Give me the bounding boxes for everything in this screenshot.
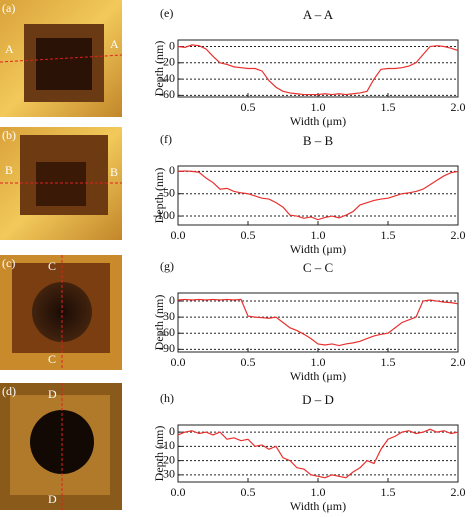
panel-label: (h) <box>160 391 174 405</box>
section-marker: B <box>110 165 118 179</box>
pit-floor <box>36 162 86 206</box>
x-tick-label: 0.5 <box>241 228 256 242</box>
section-marker: A <box>110 37 119 51</box>
y-tick-label: 0 <box>169 163 175 177</box>
x-tick-label: 1.0 <box>311 100 326 114</box>
x-tick-label: 0.5 <box>241 355 256 369</box>
y-tick-label: -20 <box>159 55 175 69</box>
section-marker: D <box>48 492 57 506</box>
x-tick-label: 0.0 <box>171 485 186 499</box>
chart-title: D – D <box>302 392 334 407</box>
panel-label: (e) <box>160 6 173 20</box>
profile-line <box>177 44 459 96</box>
x-tick-label: 1.0 <box>311 228 326 242</box>
x-tick-label: 1.5 <box>381 228 396 242</box>
panel-label: (g) <box>160 259 174 273</box>
x-axis-label: Width (μm) <box>290 242 346 256</box>
x-tick-label: 1.0 <box>311 355 326 369</box>
y-axis-label: Depth (nm) <box>152 426 166 482</box>
y-tick-label: -30 <box>159 309 175 323</box>
plot-frame <box>177 39 459 98</box>
x-tick-label: 2.0 <box>451 228 466 242</box>
y-tick-label: -100 <box>153 208 175 222</box>
panel-label: (d) <box>2 384 16 398</box>
panel-label: (f) <box>160 132 172 146</box>
panel-label: (c) <box>2 256 15 270</box>
chart-title: A – A <box>303 7 334 22</box>
x-tick-label: 2.0 <box>451 100 466 114</box>
profile-line <box>177 170 459 221</box>
x-axis-label: Width (μm) <box>290 369 346 383</box>
y-axis-label: Depth (nm) <box>152 41 166 97</box>
section-marker: C <box>48 352 56 366</box>
x-tick-label: 1.5 <box>381 100 396 114</box>
chart-title: C – C <box>303 260 333 275</box>
y-tick-label: 0 <box>169 424 175 438</box>
y-tick-label: -20 <box>159 452 175 466</box>
section-marker: A <box>5 42 14 56</box>
x-tick-label: 1.0 <box>311 485 326 499</box>
afm-images <box>0 0 123 510</box>
y-tick-label: 0 <box>169 293 175 307</box>
x-tick-label: 0.5 <box>241 100 256 114</box>
x-tick-label: 0.5 <box>241 485 256 499</box>
x-axis-label: Width (μm) <box>290 114 346 128</box>
profile-line <box>177 428 459 479</box>
pit-floor <box>30 410 94 474</box>
x-tick-label: 0.0 <box>171 228 186 242</box>
x-tick-label: 2.0 <box>451 485 466 499</box>
y-tick-label: -30 <box>159 467 175 481</box>
scan-line <box>0 54 123 63</box>
y-tick-label: -60 <box>159 325 175 339</box>
x-tick-label: 1.5 <box>381 485 396 499</box>
y-axis-label: Depth (nm) <box>152 295 166 351</box>
x-axis-label: Width (μm) <box>290 499 346 513</box>
section-marker: D <box>48 387 57 401</box>
y-tick-label: -60 <box>159 87 175 101</box>
plot-frame <box>177 292 459 353</box>
y-tick-label: -50 <box>159 185 175 199</box>
y-tick-label: -90 <box>159 341 175 355</box>
y-tick-label: -10 <box>159 438 175 452</box>
x-tick-label: 1.5 <box>381 355 396 369</box>
profile-line <box>177 298 459 347</box>
x-tick-label: 0.0 <box>171 355 186 369</box>
x-tick-label: 2.0 <box>451 355 466 369</box>
y-tick-label: -40 <box>159 71 175 85</box>
section-marker: B <box>5 163 13 177</box>
y-axis-label: Depth (nm) <box>152 168 166 224</box>
y-tick-label: 0 <box>169 38 175 52</box>
panel-label: (b) <box>2 128 16 142</box>
section-marker: C <box>48 259 56 273</box>
panel-label: (a) <box>2 1 15 15</box>
pit-floor <box>36 38 92 90</box>
chart-title: B – B <box>303 133 334 148</box>
